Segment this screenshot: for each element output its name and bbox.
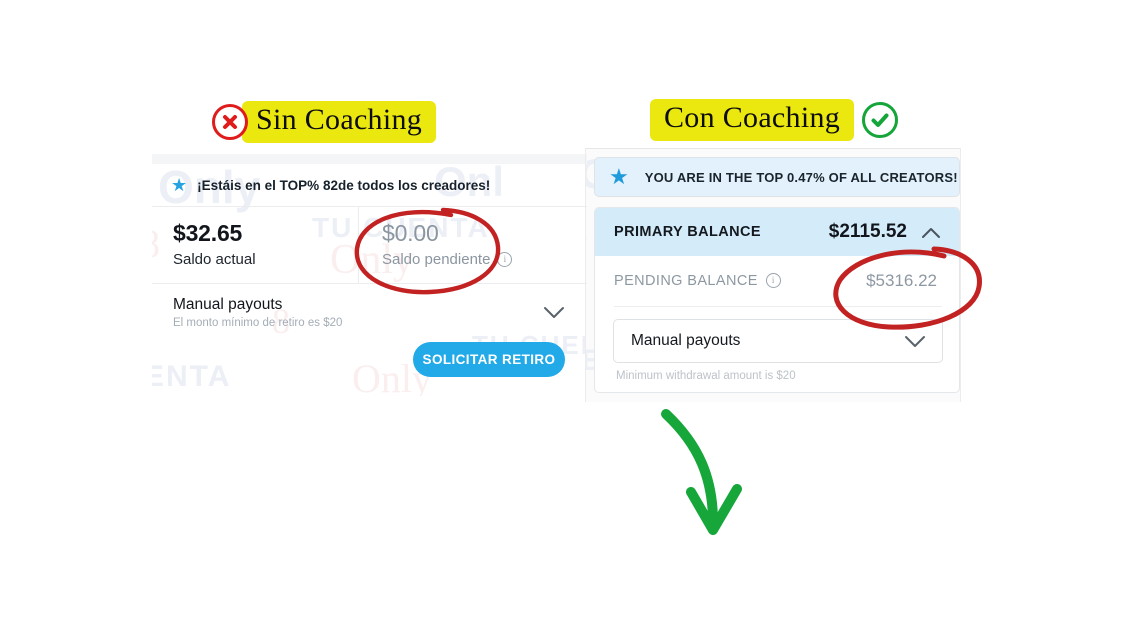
primary-balance-amount: $2115.52: [828, 221, 907, 242]
green-arrow-icon: [661, 409, 742, 535]
current-balance-label: Saldo actual: [173, 251, 256, 268]
heading-left-label: Sin Coaching: [242, 101, 437, 143]
right-screenshot-panel: Only TU CUENTA Only 8 8 TU CUENTA ENTA O…: [585, 148, 961, 402]
heading-right: Con Coaching: [650, 99, 899, 141]
pending-balance-label-text: Saldo pendiente: [382, 251, 491, 268]
panel-top-line: [585, 148, 961, 149]
pending-balance-amount: $0.00: [382, 220, 439, 246]
payout-method-row[interactable]: Manual payouts El monto mínimo de retiro…: [173, 296, 342, 329]
minimum-withdrawal-note: Minimum withdrawal amount is $20: [616, 370, 796, 382]
primary-balance-label: PRIMARY BALANCE: [614, 224, 761, 240]
divider-2: [152, 283, 587, 284]
top-creator-text: YOU ARE IN THE TOP 0.47% OF ALL CREATORS…: [644, 169, 958, 185]
chevron-down-icon[interactable]: [543, 306, 565, 320]
top-creator-text: ¡Estáis en el TOP% 82de todos los creado…: [197, 177, 491, 193]
circle-x-icon: [212, 103, 248, 140]
current-balance: $32.65 Saldo actual: [173, 220, 256, 268]
pending-balance: $0.00 Saldo pendiente i: [382, 220, 513, 268]
left-screenshot-panel: Only Onl TU CUENTA Only 8 8 TU CUENTA EN…: [152, 150, 587, 396]
pending-balance-label: PENDING BALANCE i: [614, 273, 781, 289]
chevron-up-icon[interactable]: [921, 226, 941, 239]
withdraw-button[interactable]: SOLICITAR RETIRO: [413, 342, 565, 377]
divider-vertical: [358, 207, 359, 283]
star-icon: ★: [609, 164, 629, 189]
pending-balance-label: Saldo pendiente i: [382, 251, 513, 268]
panel-top-strip: [152, 154, 587, 164]
top-creator-banner: ★ YOU ARE IN THE TOP 0.47% OF ALL CREATO…: [594, 157, 960, 197]
divider-1: [152, 206, 587, 207]
divider: [614, 306, 942, 307]
heading-right-label: Con Coaching: [650, 99, 855, 141]
payout-method-title: Manual payouts: [173, 296, 283, 313]
chevron-down-icon[interactable]: [904, 334, 926, 348]
info-icon[interactable]: i: [765, 273, 781, 288]
current-balance-amount: $32.65: [173, 220, 243, 246]
pending-balance-label-text: PENDING BALANCE: [614, 272, 758, 289]
panel-edge-left: [585, 148, 586, 402]
panel-edge-right: [960, 148, 961, 402]
info-icon[interactable]: i: [497, 252, 513, 267]
payout-method-value: Manual payouts: [631, 332, 741, 349]
payout-method-select[interactable]: Manual payouts: [613, 319, 943, 363]
primary-balance-row[interactable]: PRIMARY BALANCE $2115.52: [595, 208, 959, 256]
balance-card: PRIMARY BALANCE $2115.52 PENDING BALANCE…: [594, 207, 960, 393]
payout-method-subtitle: El monto mínimo de retiro es $20: [173, 317, 343, 329]
pending-balance-amount: $5316.22: [866, 270, 937, 290]
circle-check-icon: [862, 101, 899, 138]
top-creator-banner: ★ ¡Estáis en el TOP% 82de todos los crea…: [171, 176, 490, 194]
star-icon: ★: [171, 175, 188, 195]
pending-balance-row: PENDING BALANCE i $5316.22: [595, 256, 959, 305]
heading-left: Sin Coaching: [212, 101, 437, 143]
